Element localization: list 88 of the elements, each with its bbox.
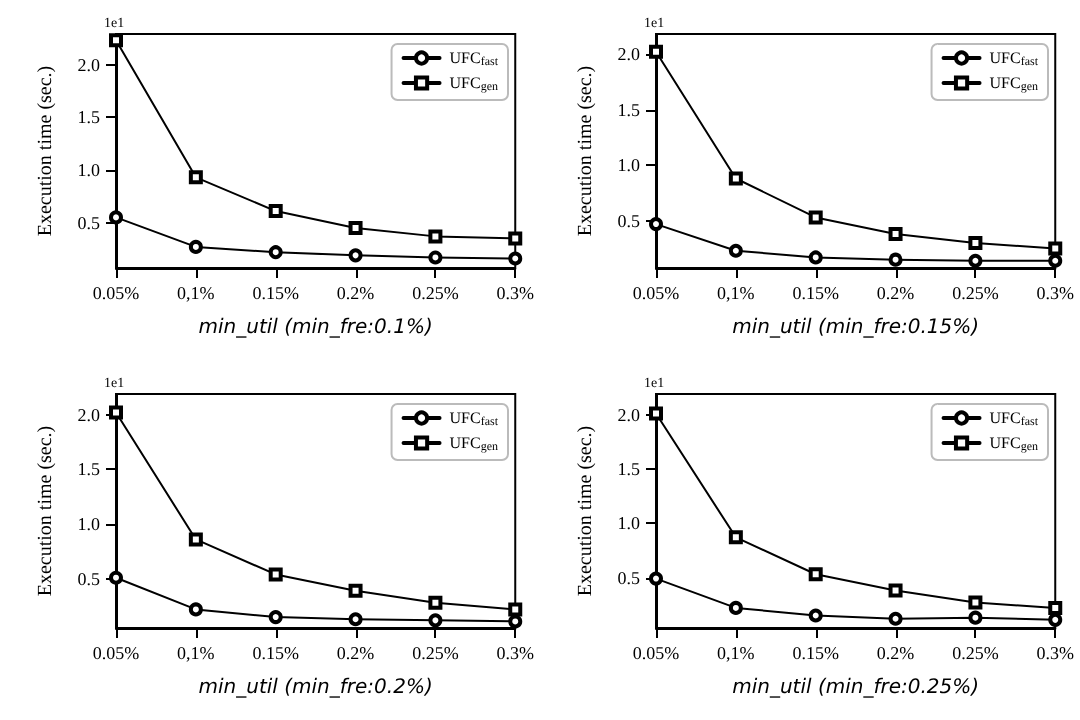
point [348, 248, 363, 263]
x-tick-label: 0.05% [632, 283, 681, 303]
point [428, 613, 443, 628]
x-axis-title: min_util (min_fre:0.1%) [198, 317, 433, 339]
x-tick-label: 0.2% [336, 643, 376, 663]
point [728, 171, 743, 186]
y-tick-label: 1.0 [77, 159, 101, 180]
point [728, 243, 743, 258]
point [109, 33, 123, 48]
point [508, 251, 523, 266]
point [508, 602, 523, 617]
point [888, 252, 903, 267]
x-tick-label: 0.15% [252, 283, 300, 303]
point [268, 567, 283, 582]
point [808, 567, 823, 582]
x-tick-label: 0.2% [876, 643, 916, 663]
point [1048, 253, 1063, 268]
y-axis-title: Execution time (sec.) [34, 425, 57, 597]
point [188, 532, 203, 547]
x-tick-label: 0,1% [717, 643, 756, 663]
point [508, 614, 523, 629]
y-tick-label: 2.0 [617, 404, 641, 425]
x-tick-label: 0.3% [1036, 283, 1075, 303]
x-tick-label: 0.2% [876, 283, 916, 303]
y-tick-label: 1.0 [617, 155, 641, 176]
point [348, 220, 363, 235]
x-axis-title: min_util (min_fre:0.2%) [198, 677, 433, 699]
x-tick-label: 0.3% [496, 283, 535, 303]
y-axis-title: Execution time (sec.) [574, 425, 597, 597]
y-tick-label: 1.5 [617, 99, 641, 120]
y-tick-label: 0.5 [77, 212, 101, 233]
point [968, 595, 983, 610]
point [728, 600, 743, 615]
point [888, 583, 903, 598]
x-tick-label: 0.25% [952, 283, 1000, 303]
x-tick-label: 0,1% [177, 283, 216, 303]
y-tick-label: 1.0 [617, 513, 641, 534]
point [728, 530, 743, 545]
point [808, 250, 823, 265]
point [188, 170, 203, 185]
point [808, 608, 823, 623]
point [428, 229, 443, 244]
y-tick-label: 1.0 [77, 514, 101, 535]
point [428, 595, 443, 610]
x-axis-title: min_util (min_fre:0.25%) [732, 677, 980, 699]
point [1048, 241, 1063, 256]
point [968, 235, 983, 250]
x-axis-title: min_util (min_fre:0.15%) [732, 317, 980, 339]
point [348, 612, 363, 627]
y-tick-label: 0.5 [617, 210, 641, 231]
x-tick-label: 0,1% [177, 643, 216, 663]
x-tick-label: 0.05% [92, 283, 141, 303]
x-tick-label: 0.25% [952, 643, 1000, 663]
x-tick-label: 0.05% [92, 643, 141, 663]
y-axis-title: Execution time (sec.) [574, 65, 597, 237]
y-tick-label: 1.5 [77, 107, 101, 128]
point [968, 253, 983, 268]
x-tick-label: 0.15% [252, 643, 300, 663]
y-tick-label: 1.5 [617, 458, 641, 479]
point [508, 231, 523, 246]
x-tick-label: 0.05% [632, 643, 681, 663]
point [348, 583, 363, 598]
point [188, 602, 203, 617]
x-tick-label: 0.3% [496, 643, 535, 663]
x-tick-label: 0.15% [792, 643, 840, 663]
y-tick-label: 2.0 [77, 404, 101, 425]
point [1048, 600, 1063, 615]
y-axis-title: Execution time (sec.) [34, 65, 57, 237]
point [968, 610, 983, 625]
point [268, 610, 283, 625]
point [268, 204, 283, 219]
x-tick-label: 0,1% [717, 283, 756, 303]
y-tick-label: 2.0 [617, 44, 641, 65]
x-tick-label: 0.25% [412, 643, 460, 663]
y-tick-label: 1.5 [77, 459, 101, 480]
x-tick-label: 0.15% [792, 283, 840, 303]
point [888, 611, 903, 626]
y-tick-label: 0.5 [617, 567, 641, 588]
point [428, 250, 443, 265]
y-tick-label: 0.5 [77, 568, 101, 589]
x-tick-label: 0.25% [412, 283, 460, 303]
point [808, 210, 823, 225]
y-tick-label: 2.0 [77, 54, 101, 75]
x-tick-label: 0.3% [1036, 643, 1075, 663]
point [268, 245, 283, 260]
point [888, 227, 903, 242]
x-tick-label: 0.2% [336, 283, 376, 303]
point [188, 239, 203, 254]
